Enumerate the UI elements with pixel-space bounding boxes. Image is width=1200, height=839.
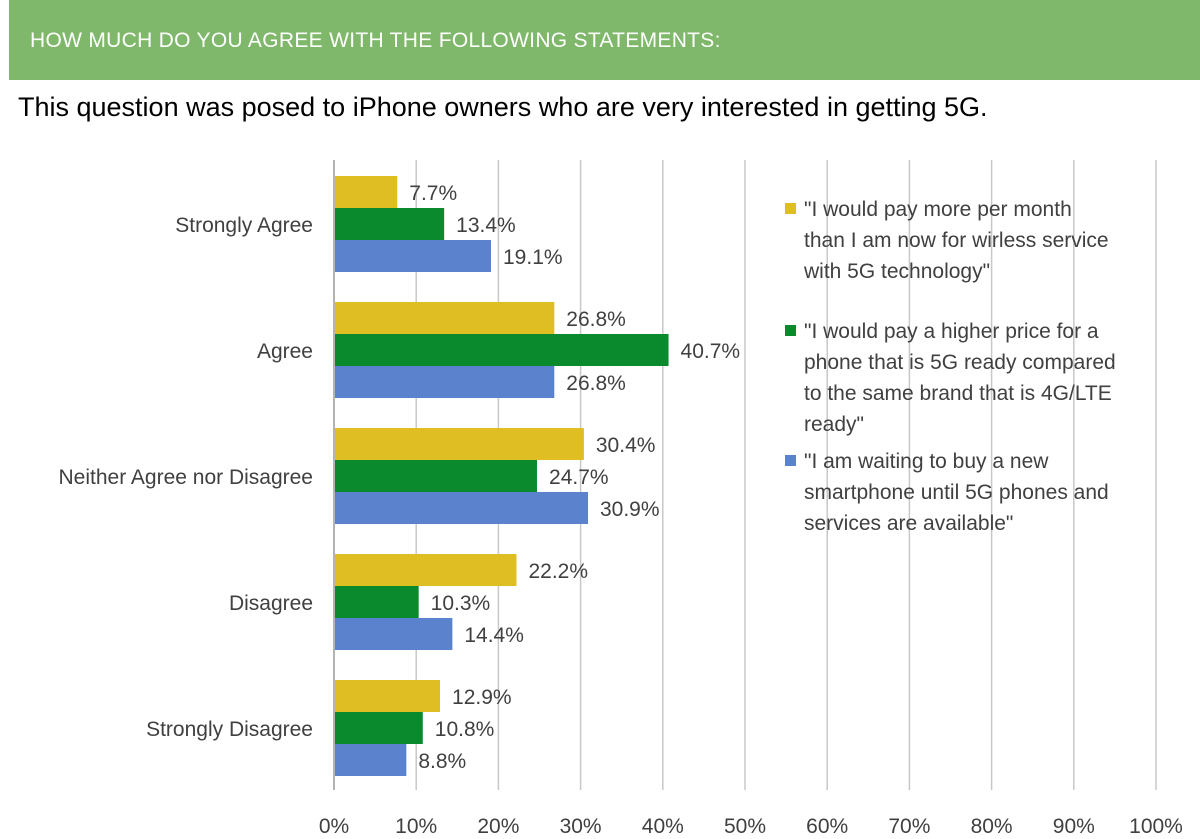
category-label: Disagree [229,592,313,615]
legend-label: ready" [804,413,864,436]
data-label: 40.7% [681,340,741,363]
legend-swatch [785,325,796,336]
x-tick-label: 20% [477,815,519,838]
legend-label: "I would pay more per month [804,198,1072,221]
category-label: Neither Agree nor Disagree [59,466,313,489]
legend-label: with 5G technology" [803,260,990,283]
bar [335,240,492,272]
chart-subtitle: This question was posed to iPhone owners… [18,92,988,122]
data-label: 13.4% [456,214,516,237]
legend-label: "I am waiting to buy a new [804,450,1049,473]
data-label: 12.9% [452,686,512,709]
bar [335,554,517,586]
x-tick-label: 50% [724,815,766,838]
bar [335,208,445,240]
x-tick-label: 30% [560,815,602,838]
data-label: 8.8% [418,750,466,773]
bar [335,744,407,776]
bar [335,366,555,398]
bar [335,428,584,460]
header-bar: HOW MUCH DO YOU AGREE WITH THE FOLLOWING… [9,0,1200,80]
x-tick-label: 0% [319,815,349,838]
x-tick-label: 80% [971,815,1013,838]
legend-label: smartphone until 5G phones and [804,481,1109,504]
bar [335,680,441,712]
x-tick-label: 90% [1053,815,1095,838]
data-label: 19.1% [503,246,563,269]
category-label: Strongly Disagree [146,718,313,741]
data-label: 14.4% [464,624,524,647]
data-label: 10.3% [431,592,491,615]
bar [335,460,538,492]
bar [335,586,419,618]
data-label: 10.8% [435,718,495,741]
x-tick-label: 100% [1129,815,1183,838]
legend-label: phone that is 5G ready compared [804,351,1116,374]
data-label: 22.2% [528,560,588,583]
data-label: 24.7% [549,466,609,489]
x-tick-label: 70% [888,815,930,838]
bar [335,492,588,524]
legend-label: services are available" [804,512,1013,535]
legend-swatch [785,203,796,214]
data-label: 30.4% [596,434,656,457]
category-label: Strongly Agree [175,214,313,237]
data-label: 26.8% [566,372,626,395]
data-label: 7.7% [409,182,457,205]
bar [335,176,398,208]
data-label: 26.8% [566,308,626,331]
category-label: Agree [257,340,313,363]
bar [335,334,669,366]
x-tick-label: 60% [806,815,848,838]
legend-label: than I am now for wirless service [804,229,1109,252]
bar [335,712,423,744]
legend-swatch [785,455,796,466]
x-tick-label: 10% [395,815,437,838]
legend-label: to the same brand that is 4G/LTE [804,382,1112,405]
data-label: 30.9% [600,498,660,521]
legend-label: "I would pay a higher price for a [804,320,1099,343]
header-title: HOW MUCH DO YOU AGREE WITH THE FOLLOWING… [30,29,721,52]
bar-chart: 0% 10% 20% 30% 40% 50% 60% 70% 80% 90% 100% Strongl… [59,160,1183,838]
bar [335,302,555,334]
bar [335,618,453,650]
x-tick-label: 40% [642,815,684,838]
